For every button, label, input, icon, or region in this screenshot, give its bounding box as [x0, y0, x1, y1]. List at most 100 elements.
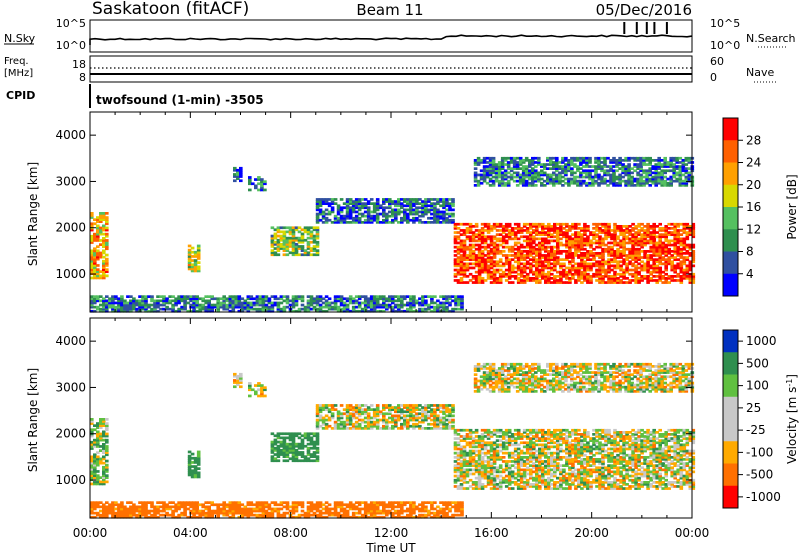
power-echo-cell: [345, 307, 350, 311]
power-echo-cell: [471, 237, 476, 241]
power-echo-cell: [471, 275, 476, 278]
velocity-echo-cell: [369, 427, 374, 430]
power-echo-cell: [658, 227, 662, 230]
velocity-echo-cell: [315, 410, 320, 414]
power-echo-cell: [279, 307, 284, 311]
power-echo-cell: [273, 236, 278, 240]
power-echo-cell: [549, 179, 553, 183]
power-echo-cell: [567, 177, 571, 181]
power-echo-cell: [529, 279, 533, 282]
velocity-echo-cell: [462, 435, 467, 438]
power-echo-cell: [601, 225, 605, 228]
power-echo-cell: [521, 167, 526, 170]
power-echo-cell: [595, 260, 599, 264]
power-echo-cell: [619, 225, 623, 228]
power-echo-cell: [649, 239, 653, 243]
power-echo-cell: [573, 156, 577, 160]
power-echo-cell: [567, 165, 571, 168]
power-echo-cell: [312, 247, 317, 250]
power-echo-cell: [691, 279, 696, 282]
power-echo-cell: [529, 258, 533, 261]
power-echo-cell: [574, 281, 578, 284]
power-echo-cell: [406, 200, 410, 203]
power-echo-cell: [571, 233, 575, 236]
power-echo-cell: [474, 243, 479, 247]
power-echo-cell: [619, 245, 623, 249]
power-echo-cell: [519, 254, 524, 257]
velocity-echo-cell: [357, 410, 362, 414]
velocity-echo-cell: [459, 453, 464, 457]
power-echo-cell: [489, 272, 494, 276]
velocity-echo-cell: [273, 446, 278, 450]
power-echo-cell: [379, 212, 383, 216]
power-echo-cell: [451, 208, 455, 212]
velocity-echo-cell: [102, 438, 106, 442]
power-echo-cell: [640, 243, 644, 247]
velocity-echo-cell: [385, 404, 389, 407]
power-echo-cell: [177, 307, 181, 311]
power-echo-cell: [406, 216, 410, 220]
power-echo-cell: [646, 258, 650, 261]
power-echo-cell: [141, 295, 145, 298]
power-echo-cell: [171, 307, 175, 311]
power-echo-cell: [660, 163, 664, 166]
power-echo-cell: [495, 243, 500, 247]
power-echo-cell: [270, 251, 275, 255]
power-echo-cell: [646, 264, 650, 268]
velocity-echo-cell: [93, 482, 97, 486]
power-echo-cell: [498, 272, 503, 276]
power-echo-cell: [583, 233, 587, 236]
power-echo-cell: [497, 181, 502, 185]
power-echo-cell: [612, 169, 616, 173]
velocity-echo-cell: [303, 436, 308, 440]
power-echo-cell: [385, 299, 389, 303]
power-echo-cell: [459, 250, 464, 253]
power-echo-cell: [448, 212, 452, 216]
power-echo-cell: [363, 218, 368, 222]
velocity-echo-cell: [397, 416, 401, 420]
power-echo-cell: [369, 218, 374, 222]
power-echo-cell: [291, 309, 296, 313]
power-echo-cell: [495, 237, 500, 241]
power-echo-cell: [654, 171, 658, 175]
power-echo-cell: [616, 237, 620, 241]
power-echo-cell: [306, 240, 311, 244]
power-echo-cell: [421, 221, 425, 224]
power-echo-cell: [521, 161, 526, 164]
power-echo-cell: [565, 256, 569, 259]
velocity-echo-cell: [375, 422, 380, 426]
velocity-echo-cell: [477, 481, 482, 484]
power-echo-cell: [497, 184, 502, 187]
power-echo-cell: [516, 258, 521, 261]
power-echo-cell: [633, 179, 637, 183]
power-echo-cell: [409, 208, 413, 212]
power-echo-cell: [610, 254, 614, 257]
power-echo-cell: [513, 275, 518, 278]
power-echo-cell: [418, 210, 422, 214]
power-echo-cell: [174, 309, 178, 313]
power-echo-cell: [682, 239, 687, 243]
velocity-echo-cell: [424, 404, 428, 407]
power-echo-cell: [636, 163, 640, 166]
power-echo-cell: [372, 210, 377, 214]
power-echo-cell: [588, 177, 592, 181]
power-echo-cell: [544, 256, 548, 259]
power-echo-cell: [114, 297, 118, 301]
power-echo-cell: [627, 163, 631, 166]
velocity-echo-cell: [483, 447, 488, 451]
power-echo-cell: [403, 218, 407, 222]
power-echo-cell: [540, 165, 544, 168]
power-echo-cell: [562, 250, 566, 253]
power-echo-cell: [595, 235, 599, 239]
power-echo-cell: [544, 237, 548, 241]
power-echo-cell: [436, 307, 440, 311]
power-echo-cell: [570, 177, 574, 181]
velocity-echo-cell: [273, 434, 278, 438]
velocity-echo-cell: [456, 458, 461, 461]
power-echo-cell: [658, 272, 662, 276]
power-echo-cell: [559, 270, 563, 274]
power-echo-cell: [631, 252, 635, 255]
power-echo-cell: [682, 277, 687, 280]
power-echo-cell: [549, 163, 553, 166]
velocity-echo-cell: [403, 410, 407, 414]
